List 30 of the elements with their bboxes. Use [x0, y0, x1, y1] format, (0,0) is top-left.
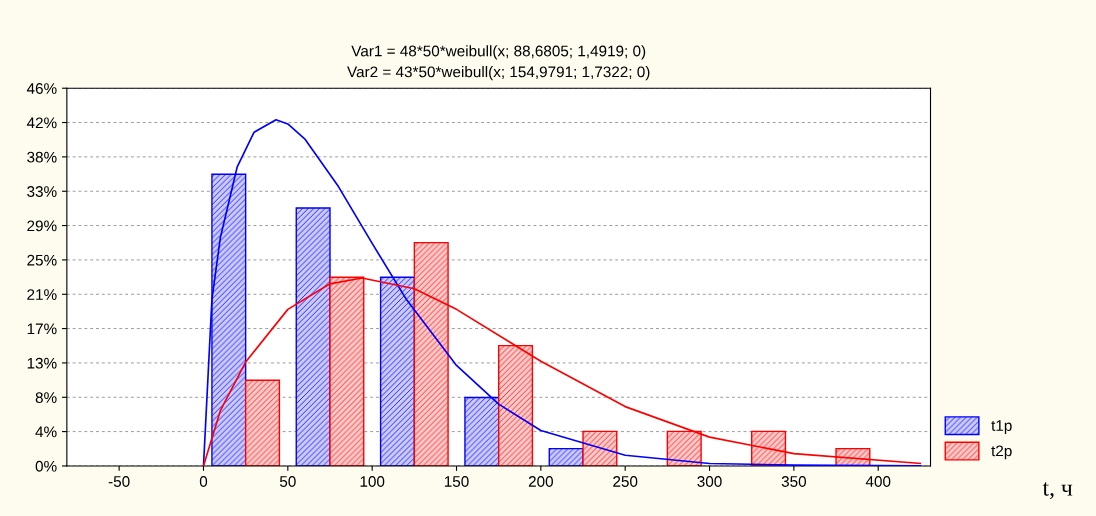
y-tick-label: 29% — [27, 220, 57, 232]
legend-label: t1p — [991, 420, 1012, 434]
y-tick-label: 46% — [26, 83, 57, 94]
y-tick-label: 17% — [27, 323, 57, 335]
x-tick-label: 350 — [781, 476, 807, 487]
x-tick-label: 50 — [279, 476, 296, 487]
x-tick-label: 150 — [444, 476, 469, 487]
y-tick-label: 33% — [27, 186, 57, 197]
y-tick-label: 38% — [27, 151, 57, 163]
x-tick-label: 300 — [697, 476, 722, 487]
x-axis-title: t, ч — [1042, 482, 1073, 500]
y-tick-label: 8% — [35, 392, 57, 403]
x-tick-label: 200 — [528, 476, 553, 487]
chart-title: Var1 = 48*50*weibull(x; 88,6805; 1,4919; 0) Var2 = 43*50*weibull(x; 154,9791; 1,7322; 0) — [347, 45, 650, 81]
x-tick-label: 0 — [199, 476, 208, 487]
x-tick-label: -50 — [108, 476, 130, 487]
bar — [582, 430, 618, 466]
y-tick-label: 4% — [35, 426, 57, 438]
legend-label: t2p — [991, 445, 1012, 460]
y-tick-label: 0% — [35, 460, 57, 472]
x-tick-label: 400 — [865, 476, 891, 487]
bar — [244, 379, 281, 466]
y-tick-label: 42% — [26, 117, 57, 129]
line-series — [202, 118, 922, 466]
y-tick-label: 25% — [27, 254, 57, 266]
y-tick-label: 21% — [27, 289, 57, 300]
x-tick-label: 100 — [360, 476, 385, 487]
x-tick-label: 250 — [613, 476, 638, 487]
y-tick-label: 13% — [27, 357, 57, 369]
bar — [295, 207, 331, 466]
